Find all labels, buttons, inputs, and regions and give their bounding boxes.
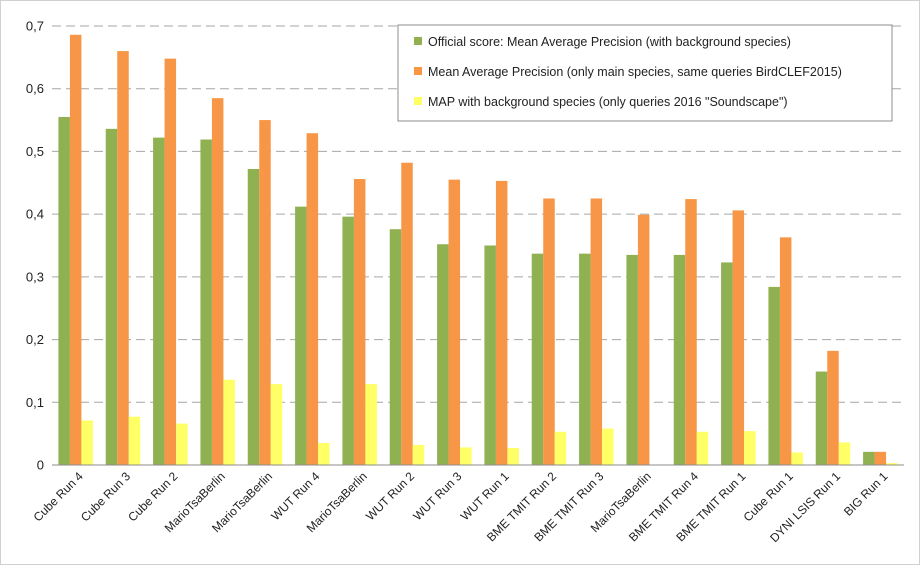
bar-series-0-cat-9 — [484, 245, 496, 465]
bar-series-1-cat-1 — [117, 51, 129, 466]
bar-series-1-cat-9 — [495, 180, 508, 465]
bar-series-1-cat-16 — [827, 350, 839, 465]
legend-swatch-soundscape-map — [414, 97, 422, 105]
bar-series-0-cat-10 — [531, 253, 544, 465]
bar-series-0-cat-17 — [863, 451, 875, 465]
bar-series-0-cat-3 — [200, 139, 212, 465]
bar-series-1-cat-17 — [874, 451, 887, 465]
bars — [58, 34, 898, 466]
bar-series-0-cat-2 — [153, 137, 165, 465]
bar-series-2-cat-0 — [81, 420, 93, 465]
bar-series-0-cat-11 — [579, 253, 591, 465]
y-axis-ticks: 0 0,1 0,2 0,3 0,4 0,5 0,6 0,7 — [26, 19, 44, 473]
bar-series-1-cat-0 — [69, 34, 82, 465]
bar-series-2-cat-2 — [176, 423, 188, 465]
y-tick-label: 0,1 — [26, 395, 44, 410]
y-tick-label: 0 — [37, 458, 44, 473]
bar-series-0-cat-13 — [673, 254, 686, 465]
y-tick-label: 0,5 — [26, 144, 44, 159]
bar-series-2-cat-8 — [460, 447, 472, 465]
bar-series-2-cat-17 — [886, 463, 898, 465]
y-tick-label: 0,2 — [26, 332, 44, 347]
bar-series-0-cat-7 — [389, 229, 402, 465]
y-tick-label: 0,4 — [26, 207, 44, 222]
bar-series-1-cat-11 — [590, 198, 603, 465]
bar-series-0-cat-14 — [721, 262, 733, 465]
legend-label-main-species-map: Mean Average Precision (only main specie… — [428, 65, 842, 79]
bar-series-0-cat-15 — [768, 286, 780, 465]
bar-series-2-cat-10 — [554, 431, 567, 465]
bar-series-2-cat-4 — [270, 384, 283, 465]
bar-series-1-cat-4 — [259, 120, 271, 465]
legend-label-official-map: Official score: Mean Average Precision (… — [428, 35, 791, 49]
bar-series-2-cat-11 — [602, 428, 614, 465]
bar-series-0-cat-0 — [58, 116, 70, 465]
bar-series-2-cat-6 — [365, 384, 377, 465]
legend-swatch-official-map — [414, 37, 422, 45]
bar-series-1-cat-14 — [732, 210, 745, 465]
bar-series-1-cat-6 — [353, 179, 366, 465]
y-tick-label: 0,3 — [26, 269, 44, 284]
bar-series-2-cat-15 — [791, 452, 803, 465]
bar-series-0-cat-16 — [815, 371, 828, 465]
legend-label-soundscape-map: MAP with background species (only querie… — [428, 95, 788, 109]
legend: Official score: Mean Average Precision (… — [397, 24, 893, 122]
bar-series-1-cat-13 — [685, 199, 697, 465]
bar-series-2-cat-16 — [838, 442, 851, 465]
bar-series-2-cat-14 — [744, 431, 756, 465]
bar-series-0-cat-1 — [105, 128, 118, 465]
bar-series-1-cat-8 — [448, 179, 461, 465]
bar-series-1-cat-2 — [164, 58, 177, 466]
bar-series-1-cat-5 — [306, 133, 319, 466]
bar-series-0-cat-8 — [437, 244, 449, 465]
y-tick-label: 0,7 — [26, 19, 44, 34]
bar-series-2-cat-7 — [412, 444, 425, 465]
bar-series-0-cat-6 — [342, 216, 354, 465]
bar-series-2-cat-13 — [696, 431, 709, 465]
y-tick-label: 0,6 — [26, 81, 44, 96]
legend-box — [397, 24, 893, 122]
legend-swatch-main-species-map — [414, 67, 422, 75]
bar-series-2-cat-9 — [507, 448, 519, 465]
bar-series-0-cat-12 — [626, 254, 638, 465]
bar-series-1-cat-7 — [401, 162, 413, 465]
bar-series-1-cat-12 — [637, 214, 650, 465]
bar-series-1-cat-15 — [779, 237, 792, 465]
bar-series-0-cat-4 — [247, 168, 260, 466]
bar-series-2-cat-5 — [318, 443, 330, 465]
bar-series-2-cat-1 — [128, 416, 141, 465]
bar-series-1-cat-10 — [543, 198, 555, 465]
bar-series-2-cat-3 — [223, 379, 235, 465]
bar-series-0-cat-5 — [295, 206, 307, 465]
bar-series-1-cat-3 — [211, 98, 224, 466]
